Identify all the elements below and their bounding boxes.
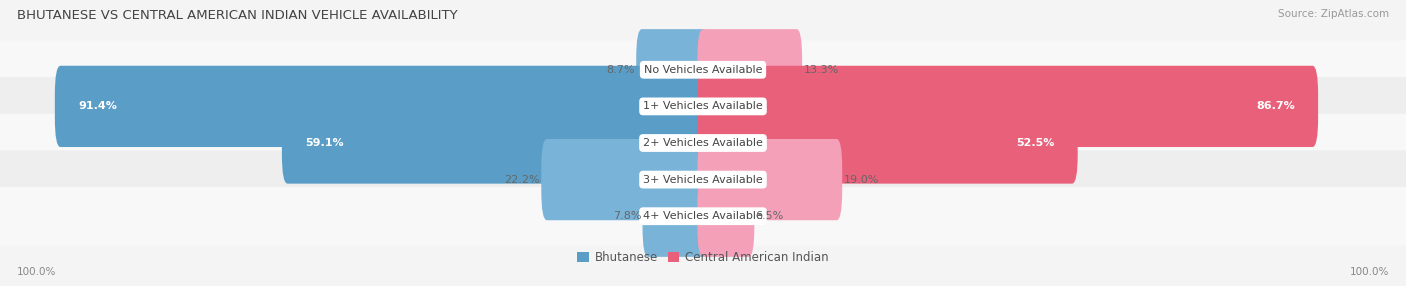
FancyBboxPatch shape	[0, 114, 1406, 172]
FancyBboxPatch shape	[643, 176, 709, 257]
Text: 22.2%: 22.2%	[505, 175, 540, 184]
Text: 4+ Vehicles Available: 4+ Vehicles Available	[643, 211, 763, 221]
Text: 100.0%: 100.0%	[1350, 267, 1389, 277]
Text: 6.5%: 6.5%	[756, 211, 785, 221]
Text: BHUTANESE VS CENTRAL AMERICAN INDIAN VEHICLE AVAILABILITY: BHUTANESE VS CENTRAL AMERICAN INDIAN VEH…	[17, 9, 457, 21]
FancyBboxPatch shape	[697, 102, 1078, 184]
Text: No Vehicles Available: No Vehicles Available	[644, 65, 762, 75]
FancyBboxPatch shape	[637, 29, 709, 110]
FancyBboxPatch shape	[697, 66, 1319, 147]
FancyBboxPatch shape	[281, 102, 709, 184]
Text: 59.1%: 59.1%	[305, 138, 343, 148]
FancyBboxPatch shape	[0, 41, 1406, 99]
Text: 8.7%: 8.7%	[606, 65, 636, 75]
Text: 13.3%: 13.3%	[804, 65, 839, 75]
Legend: Bhutanese, Central American Indian: Bhutanese, Central American Indian	[572, 247, 834, 269]
Text: Source: ZipAtlas.com: Source: ZipAtlas.com	[1278, 9, 1389, 19]
FancyBboxPatch shape	[55, 66, 709, 147]
Text: 91.4%: 91.4%	[77, 102, 117, 111]
Text: 1+ Vehicles Available: 1+ Vehicles Available	[643, 102, 763, 111]
Text: 3+ Vehicles Available: 3+ Vehicles Available	[643, 175, 763, 184]
FancyBboxPatch shape	[697, 29, 801, 110]
Text: 100.0%: 100.0%	[17, 267, 56, 277]
FancyBboxPatch shape	[0, 150, 1406, 209]
FancyBboxPatch shape	[0, 187, 1406, 245]
Text: 7.8%: 7.8%	[613, 211, 641, 221]
Text: 19.0%: 19.0%	[844, 175, 879, 184]
Text: 52.5%: 52.5%	[1017, 138, 1054, 148]
FancyBboxPatch shape	[541, 139, 709, 220]
FancyBboxPatch shape	[697, 176, 754, 257]
Text: 2+ Vehicles Available: 2+ Vehicles Available	[643, 138, 763, 148]
FancyBboxPatch shape	[697, 139, 842, 220]
Text: 86.7%: 86.7%	[1256, 102, 1295, 111]
FancyBboxPatch shape	[0, 77, 1406, 136]
